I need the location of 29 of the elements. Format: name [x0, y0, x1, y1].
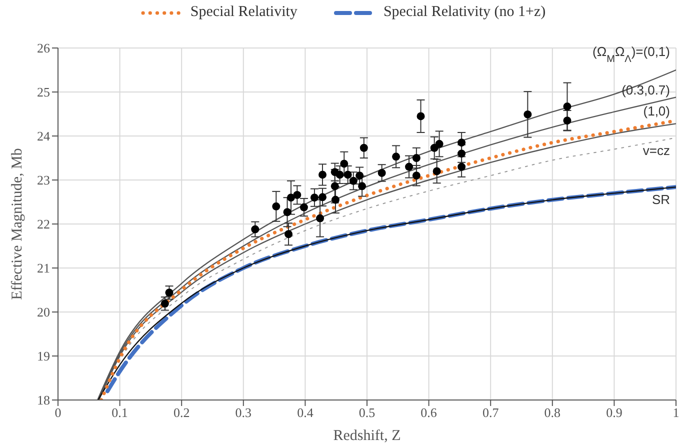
y-tick-label: 22 [37, 216, 50, 232]
y-tick-label: 20 [37, 304, 50, 320]
x-tick-label: 0.1 [112, 405, 128, 420]
y-tick-label: 23 [37, 172, 50, 188]
y-tick-label: 18 [37, 392, 50, 408]
x-tick-label: 0.9 [606, 405, 622, 420]
x-tick-label: 0.6 [420, 405, 438, 420]
legend-label: Special Relativity [190, 4, 298, 21]
x-tick-label: 0.7 [482, 405, 500, 420]
annotation: (Ω$_{M}$Ω$_{Λ}$)=(0,1) [592, 44, 670, 64]
legend-label: Special Relativity (no 1+z) [383, 4, 546, 21]
annotation: (1,0) [643, 104, 670, 119]
x-tick-label: 0.3 [235, 405, 252, 420]
x-tick-label: 0.4 [297, 405, 314, 420]
x-tick-label: 0 [54, 405, 62, 420]
y-tick-label: 26 [37, 40, 50, 56]
y-tick-label: 21 [37, 260, 50, 276]
x-axis-title: Redshift, Z [333, 428, 401, 444]
y-tick-label: 19 [37, 348, 50, 364]
y-axis-title: Effective Magnitude, Mb [9, 148, 26, 300]
y-tick-label: 25 [37, 84, 50, 100]
x-tick-label: 0.8 [544, 405, 561, 420]
annotation: SR [652, 192, 670, 208]
x-tick-label: 0.5 [358, 405, 376, 420]
x-tick-label: 0.2 [173, 405, 190, 420]
y-tick-label: 24 [37, 128, 50, 144]
annotation: v=cz [642, 142, 670, 158]
annotation: (0.3,0.7) [622, 82, 670, 98]
x-tick-label: 1 [672, 405, 680, 420]
